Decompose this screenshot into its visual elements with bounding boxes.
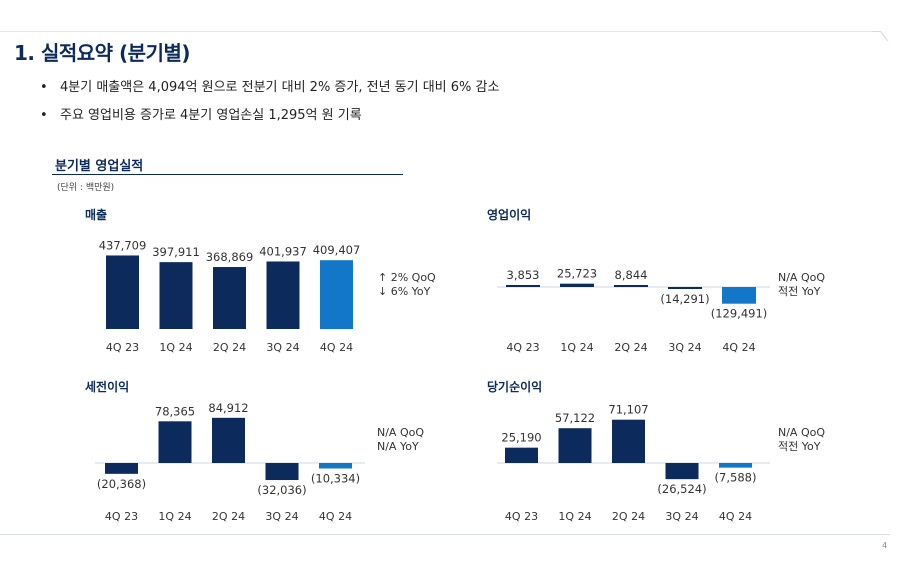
data-label: 78,365 <box>155 404 195 418</box>
category-label: 3Q 24 <box>668 341 701 354</box>
bar <box>560 283 594 287</box>
category-label: 4Q 23 <box>105 510 138 523</box>
section-underline <box>52 174 403 175</box>
data-label: 57,122 <box>555 411 595 425</box>
change-annotation: 적전 YoY <box>778 285 821 298</box>
category-label: 1Q 24 <box>159 341 192 354</box>
category-label: 1Q 24 <box>158 510 191 523</box>
category-label: 3Q 24 <box>266 341 299 354</box>
data-label: (32,036) <box>257 483 306 497</box>
category-label: 4Q 24 <box>722 341 755 354</box>
change-annotation: N/A QoQ <box>377 426 424 439</box>
data-label: (26,524) <box>657 482 706 496</box>
bar <box>212 417 245 463</box>
bar <box>665 463 699 480</box>
bar <box>668 287 702 289</box>
bar <box>106 255 139 329</box>
data-label: (129,491) <box>711 307 768 321</box>
category-label: 2Q 24 <box>212 510 245 523</box>
bar <box>158 421 192 463</box>
category-label: 4Q 23 <box>505 510 538 523</box>
category-label: 2Q 24 <box>612 510 645 523</box>
bullet-item: 주요 영업비용 증가로 4분기 영업손실 1,295억 원 기록 <box>40 106 499 134</box>
bar <box>612 419 645 463</box>
bar <box>505 447 538 463</box>
data-label: 368,869 <box>206 250 254 264</box>
chart-title: 세전이익 <box>85 379 129 394</box>
top-divider <box>0 31 880 32</box>
category-label: 4Q 24 <box>719 510 752 523</box>
category-label: 4Q 24 <box>319 510 352 523</box>
bar <box>159 262 193 329</box>
bar <box>213 267 246 329</box>
bar <box>105 463 138 474</box>
bar <box>265 463 299 481</box>
bar <box>614 285 648 287</box>
bar <box>719 463 752 468</box>
category-label: 4Q 23 <box>506 341 539 354</box>
data-label: 84,912 <box>208 401 248 415</box>
data-label: 3,853 <box>507 268 540 282</box>
chart-title: 영업이익 <box>487 207 531 222</box>
bullet-item: 4분기 매출액은 4,094억 원으로 전분기 대비 2% 증가, 전년 동기 … <box>40 78 499 106</box>
data-label: 409,407 <box>313 243 361 257</box>
corner-fold-decoration <box>872 31 889 42</box>
data-label: (7,588) <box>715 471 757 485</box>
data-label: 397,911 <box>152 245 200 259</box>
page-number: 4 <box>882 541 888 550</box>
change-annotation: N/A QoQ <box>778 271 825 284</box>
bar <box>558 428 592 463</box>
category-label: 2Q 24 <box>614 341 647 354</box>
bar <box>722 287 756 304</box>
change-annotation: ↑ 2% QoQ <box>378 271 436 284</box>
category-label: 1Q 24 <box>560 341 593 354</box>
unit-label: (단위 : 백만원) <box>57 183 115 193</box>
category-label: 3Q 24 <box>665 510 698 523</box>
page-title: 1. 실적요약 (분기별) <box>14 41 191 65</box>
data-label: 71,107 <box>608 403 648 417</box>
data-label: (10,334) <box>311 471 360 485</box>
data-label: 25,723 <box>557 267 597 281</box>
bar <box>320 260 353 329</box>
data-label: 8,844 <box>615 268 648 282</box>
bottom-divider <box>0 534 890 535</box>
category-label: 4Q 23 <box>106 341 139 354</box>
data-label: 401,937 <box>259 244 307 258</box>
change-annotation: ↓ 6% YoY <box>378 285 431 298</box>
summary-bullets: 4분기 매출액은 4,094억 원으로 전분기 대비 2% 증가, 전년 동기 … <box>40 78 499 134</box>
data-label: (14,291) <box>660 292 709 306</box>
change-annotation: N/A YoY <box>377 440 419 453</box>
change-annotation: 적전 YoY <box>778 440 821 453</box>
change-annotation: N/A QoQ <box>778 426 825 439</box>
chart-title: 매출 <box>85 207 107 222</box>
category-label: 3Q 24 <box>265 510 298 523</box>
bar <box>266 261 300 329</box>
bar <box>319 463 352 469</box>
category-label: 1Q 24 <box>558 510 591 523</box>
category-label: 4Q 24 <box>320 341 353 354</box>
data-label: (20,368) <box>97 477 146 491</box>
data-label: 25,190 <box>501 431 541 445</box>
section-title: 분기별 영업실적 <box>55 159 144 174</box>
bar <box>506 285 540 287</box>
data-label: 437,709 <box>99 238 147 252</box>
category-label: 2Q 24 <box>213 341 246 354</box>
chart-title: 당기순이익 <box>487 379 542 394</box>
